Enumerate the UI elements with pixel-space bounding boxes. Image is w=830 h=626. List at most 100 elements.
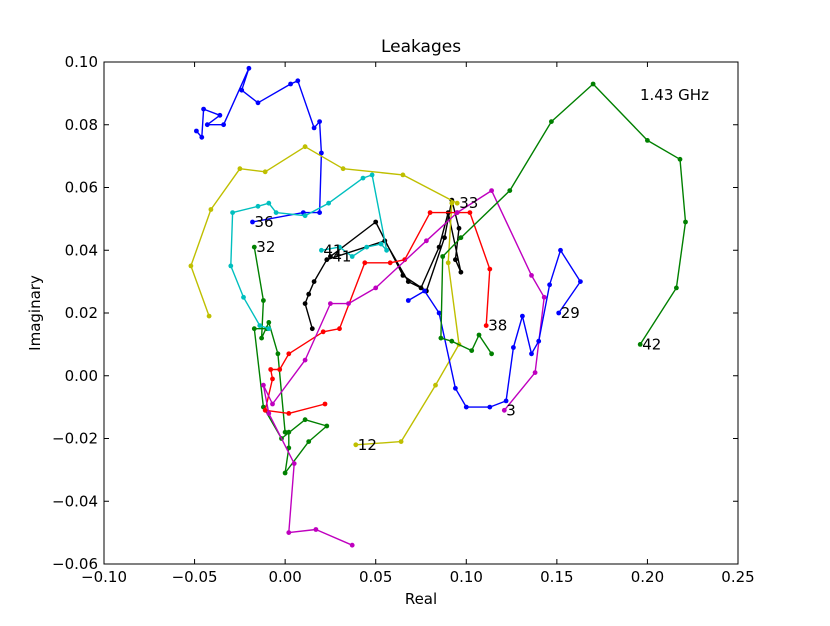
y-axis-title: Imaginary [26, 275, 44, 351]
series-3-point-1 [400, 172, 406, 178]
series-8-point-2 [558, 247, 563, 253]
series-7-label: 3 [506, 401, 516, 419]
x-tick-label-2: 0.00 [268, 568, 301, 586]
series-2-point-0 [328, 254, 333, 259]
x-tick-label-5: 0.15 [540, 568, 573, 586]
series-7-point-2 [541, 294, 547, 300]
series-9-point-14 [489, 351, 494, 357]
series-3-point-2 [340, 166, 346, 172]
series-5-line [230, 174, 388, 330]
series-6-point-6 [387, 260, 393, 266]
series-2-label: 41 [332, 248, 351, 266]
series-9-point-9 [440, 254, 446, 259]
series-6-point-16 [322, 401, 328, 407]
y-tick-label-4: 0.02 [65, 304, 98, 322]
series-1 [251, 244, 330, 476]
series-9-point-2 [683, 219, 688, 225]
series-5-point-7 [360, 175, 366, 181]
series-8-point-9 [487, 404, 493, 410]
series-5-point-12 [255, 203, 261, 209]
series-1-point-2 [259, 335, 264, 341]
series-8-point-12 [436, 310, 442, 316]
series-5-point-3 [364, 244, 370, 250]
series-3-point-3 [302, 144, 308, 150]
series-7-point-17 [349, 542, 355, 548]
chart-title: Leakages [381, 37, 461, 57]
annotation-frequency: 1.43 GHz [640, 86, 709, 104]
series-9-point-1 [674, 285, 679, 291]
series-0-point-16 [194, 128, 199, 134]
series-8-point-14 [405, 298, 411, 303]
series-5-point-5 [384, 247, 389, 253]
y-tick-label-1: −0.04 [52, 492, 98, 510]
x-tick-label-4: 0.10 [450, 568, 483, 586]
series-8-point-4 [536, 338, 542, 344]
series-9-point-4 [645, 138, 650, 143]
series-8-label: 29 [561, 304, 580, 322]
series-3-point-7 [188, 263, 194, 269]
series-1-label: 32 [256, 238, 275, 256]
series-0-point-8 [255, 100, 261, 106]
series-7-point-11 [270, 401, 275, 407]
series-3-point-5 [237, 166, 243, 172]
series-8-point-8 [503, 398, 509, 404]
series-2-point-17 [302, 301, 308, 306]
series-9-point-7 [507, 188, 513, 194]
series-0-label: 36 [255, 213, 274, 231]
series-9-point-0 [637, 342, 643, 347]
series-3-point-4 [262, 169, 268, 175]
series-8-point-0 [556, 310, 562, 316]
series-0-point-12 [204, 122, 210, 128]
series-7-point-6 [424, 238, 429, 244]
series-7-point-16 [313, 527, 319, 532]
series-6-point-4 [427, 210, 433, 216]
series-7-line [262, 189, 545, 546]
series-6-point-5 [402, 257, 408, 263]
series-2-point-15 [311, 279, 317, 284]
series-0-point-13 [217, 112, 223, 118]
series-2-point-1 [373, 219, 379, 225]
y-tick-label-5: 0.04 [65, 241, 98, 259]
series-9-point-8 [458, 235, 464, 241]
series-5-label: 41 [323, 241, 342, 259]
series-5-point-15 [241, 294, 246, 300]
series-4-point-2 [433, 382, 438, 388]
series-0-point-0 [250, 219, 255, 225]
series-0-point-11 [221, 122, 227, 128]
series-3-label: 33 [459, 194, 478, 212]
series-4-label: 12 [358, 436, 377, 454]
series-1-point-5 [282, 429, 288, 435]
series-7-point-1 [532, 370, 538, 375]
x-tick-label-7: 0.25 [721, 568, 754, 586]
series-6-point-12 [268, 367, 274, 372]
x-tick-label-1: −0.05 [172, 568, 218, 586]
series-6-point-15 [286, 411, 292, 416]
series-5-point-8 [326, 200, 331, 206]
series-6-point-0 [483, 323, 489, 328]
series-9-point-13 [476, 332, 482, 338]
series-1-point-9 [306, 439, 312, 444]
series-7 [261, 188, 547, 548]
series-5-point-17 [266, 326, 272, 332]
series-5-point-2 [349, 254, 355, 259]
series-1-point-10 [324, 423, 330, 429]
series-7-point-5 [454, 210, 460, 216]
series-4-point-4 [445, 260, 451, 266]
series-7-point-14 [291, 461, 297, 466]
y-tick-label-2: −0.02 [52, 430, 98, 448]
series-4-point-1 [398, 439, 404, 444]
y-tick-label-8: 0.10 [65, 53, 98, 71]
series-8-point-5 [529, 351, 534, 357]
series-5-point-0 [319, 247, 324, 253]
series-8-point-1 [578, 279, 583, 284]
series-6-point-10 [286, 351, 292, 357]
series-1-point-0 [251, 244, 257, 250]
series-1-point-6 [286, 429, 292, 435]
series-9-point-6 [549, 119, 554, 124]
y-tick-label-6: 0.06 [65, 179, 98, 197]
series-6-point-9 [320, 329, 326, 335]
series-5-point-13 [230, 210, 236, 216]
series-5-point-11 [266, 200, 272, 206]
series-2-point-7 [453, 257, 458, 263]
